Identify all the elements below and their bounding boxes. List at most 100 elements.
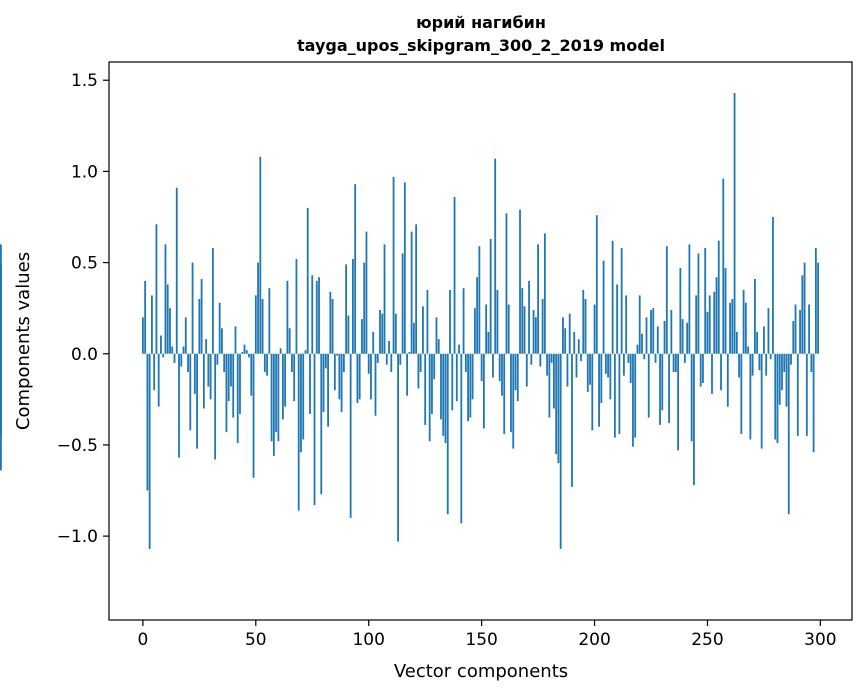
bar-106 [381,313,384,354]
bar-18 [182,346,185,354]
bar-76 [313,353,316,506]
bar-114 [399,353,402,365]
bar-245 [695,295,698,354]
bar-22 [191,262,194,354]
bar-292 [801,275,804,354]
bar-278 [769,353,772,360]
bar-128 [431,353,433,414]
bar-207 [609,353,612,400]
bar-63 [284,353,287,407]
bar-118 [408,351,411,354]
bar-61 [279,348,282,354]
bar-52 [259,156,262,354]
bar-65 [288,328,291,354]
bar-122 [417,353,420,389]
bar-10 [164,244,167,354]
bar-37 [225,353,228,433]
bar-251 [708,295,711,354]
bar-276 [765,353,768,376]
bar-68 [295,258,298,354]
bar-258 [724,268,727,354]
bar-3 [148,353,151,549]
bar-111 [392,176,395,354]
bar-239 [681,319,684,354]
bar-14 [173,353,176,363]
bar-204 [602,260,605,354]
bar-192 [575,353,578,378]
bar-247 [699,353,702,387]
bar-85 [333,353,336,391]
bar-15 [175,187,178,354]
bar-188 [566,353,569,387]
bar-96 [358,353,361,400]
bar-137 [451,353,454,411]
bar-244 [693,353,695,486]
bar-291 [799,310,801,354]
bar-206 [607,353,609,378]
bar-28 [205,339,208,354]
plot-frame [108,61,853,621]
bar-230 [661,353,664,411]
x-tick-label: 50 [245,630,267,650]
bar-0 [141,317,144,354]
bar-288 [792,320,795,354]
bar-238 [679,268,682,354]
bar-225 [650,310,652,354]
bar-232 [665,246,668,354]
bar-113 [397,353,399,542]
bar-271 [753,279,756,354]
bar-91 [347,315,350,354]
bar-236 [674,353,677,372]
x-tick-label: 200 [578,630,610,650]
bar-79 [320,353,323,495]
bar-101 [370,353,372,400]
bar-180 [548,353,551,418]
bar-164 [512,353,515,449]
bar-277 [767,308,770,354]
bar-90 [345,264,348,354]
bar-268 [747,346,750,354]
bar-147 [473,308,476,354]
bar-176 [539,353,542,367]
x-axis-label: Vector components [394,661,568,682]
bar-198 [589,353,591,385]
bar-87 [338,353,341,400]
bar-142 [462,288,465,354]
bar-88 [340,353,343,413]
bar-86 [336,353,338,356]
bar-55 [266,353,268,376]
bar-112 [394,313,397,354]
bar-161 [505,213,508,354]
bar-217 [632,353,634,447]
bar-58 [272,353,275,456]
bar-175 [537,244,539,354]
bar-74 [309,353,311,414]
bar-212 [620,248,623,354]
bar-71 [302,353,305,440]
bar-2 [146,353,149,491]
y-tick-label: 1.5 [71,71,98,91]
bar-298 [814,248,817,354]
bar-234 [670,310,673,354]
bar-256 [720,353,722,391]
bar-165 [514,353,517,391]
bar-202 [598,353,600,427]
y-axis-ticks: −1.0 −0.5 0.0 0.5 1.0 1.5 [57,71,109,547]
bar-178 [543,233,546,354]
bar-135 [446,353,449,515]
bar-46 [245,350,248,354]
bar-undefined [0,353,2,420]
x-tick-label: 0 [137,630,148,650]
bar-241 [686,322,689,354]
bar-191 [573,331,576,354]
bar-89 [342,353,345,372]
bar-228 [656,326,659,354]
bar-148 [476,277,479,354]
bar-184 [557,353,560,464]
bar-102 [372,331,375,354]
x-tick-label: 100 [352,630,384,650]
bar-159 [501,353,503,396]
bar-21 [189,353,192,431]
bar-272 [756,331,759,354]
